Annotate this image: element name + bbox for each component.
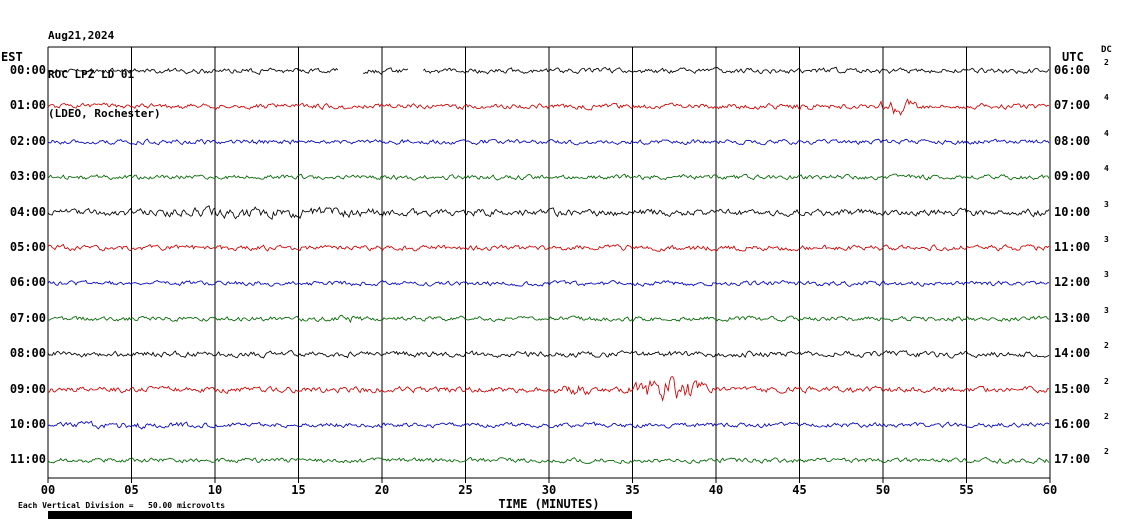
trace-row-4 xyxy=(47,205,1050,221)
header-date: Aug21,2024 xyxy=(48,29,115,42)
dc-value: 2 xyxy=(1104,412,1109,421)
dc-value: 2 xyxy=(1104,341,1109,351)
est-time-label: 10:00 xyxy=(9,417,46,431)
x-tick-label: 45 xyxy=(792,483,807,497)
left-timezone-label: EST xyxy=(1,50,23,64)
est-time-label: 00:00 xyxy=(9,63,46,77)
utc-time-label: 08:00 xyxy=(1054,133,1091,148)
header-block: Aug21,2024 ROC LPZ LD 01 (LDEO, Rocheste… xyxy=(48,3,161,146)
x-tick-label: 05 xyxy=(124,483,139,497)
dc-value: 4 xyxy=(1104,93,1109,103)
x-axis-label: TIME (MINUTES) xyxy=(498,497,600,511)
x-tick-label: 35 xyxy=(625,483,640,497)
x-tick-label: 60 xyxy=(1042,483,1058,497)
x-tick-label: 25 xyxy=(458,483,473,497)
dc-value: 3 xyxy=(1104,270,1109,280)
est-time-label: 06:00 xyxy=(9,275,46,290)
trace-row-0 xyxy=(47,66,1050,75)
x-tick-label: 40 xyxy=(708,483,724,497)
utc-time-label: 11:00 xyxy=(1054,240,1091,254)
trace-row-5 xyxy=(47,243,1050,252)
dc-value: 2 xyxy=(1104,447,1109,457)
utc-time-label: 06:00 xyxy=(1054,63,1091,77)
trace-row-11 xyxy=(47,456,1050,465)
x-tick-label: 15 xyxy=(291,483,306,497)
trace-row-3 xyxy=(47,173,1050,181)
x-tick-label: 20 xyxy=(374,483,390,497)
x-tick-label: 55 xyxy=(959,483,974,497)
header-location: (LDEO, Rochester) xyxy=(48,107,161,120)
utc-time-label: 16:00 xyxy=(1054,417,1091,431)
trace-row-6 xyxy=(47,279,1049,287)
trace-row-9 xyxy=(47,376,1050,403)
dc-value: 4 xyxy=(1104,164,1109,174)
dc-value: 3 xyxy=(1104,235,1109,244)
est-time-label: 04:00 xyxy=(9,204,46,219)
est-time-label: 05:00 xyxy=(9,240,46,254)
utc-time-label: 17:00 xyxy=(1054,452,1091,467)
utc-time-label: 12:00 xyxy=(1054,275,1091,290)
x-tick-label: 10 xyxy=(207,483,223,497)
trace-row-10 xyxy=(47,420,1050,430)
utc-time-label: 09:00 xyxy=(1054,169,1091,184)
dc-value: 2 xyxy=(1104,58,1109,67)
est-time-label: 11:00 xyxy=(9,452,46,467)
est-time-label: 01:00 xyxy=(9,98,46,113)
est-time-label: 03:00 xyxy=(9,169,46,184)
scale-note: Each Vertical Division = 50.00 microvolt… xyxy=(18,501,226,510)
est-time-label: 07:00 xyxy=(9,310,46,325)
utc-time-label: 14:00 xyxy=(1054,346,1091,361)
utc-time-label: 15:00 xyxy=(1054,381,1091,396)
dc-value: 3 xyxy=(1104,305,1109,315)
x-tick-label: 30 xyxy=(541,483,557,497)
dc-value: 4 xyxy=(1104,128,1109,138)
trace-row-8 xyxy=(47,350,1050,359)
utc-time-label: 07:00 xyxy=(1054,98,1091,113)
est-time-label: 08:00 xyxy=(9,346,46,361)
dc-column-label: DC xyxy=(1101,45,1112,55)
utc-time-label: 13:00 xyxy=(1054,310,1091,325)
est-time-label: 02:00 xyxy=(9,133,46,148)
est-time-label: 09:00 xyxy=(9,381,46,396)
x-tick-label: 50 xyxy=(875,483,891,497)
bottom-black-bar xyxy=(48,511,632,519)
right-timezone-label: UTC xyxy=(1062,50,1084,64)
trace-row-1 xyxy=(47,98,1050,116)
x-tick-label: 00 xyxy=(40,483,56,497)
trace-row-2 xyxy=(47,138,1050,146)
dc-value: 3 xyxy=(1104,199,1109,209)
dc-value: 2 xyxy=(1104,376,1109,386)
utc-time-label: 10:00 xyxy=(1054,204,1091,219)
trace-row-7 xyxy=(48,314,1050,324)
